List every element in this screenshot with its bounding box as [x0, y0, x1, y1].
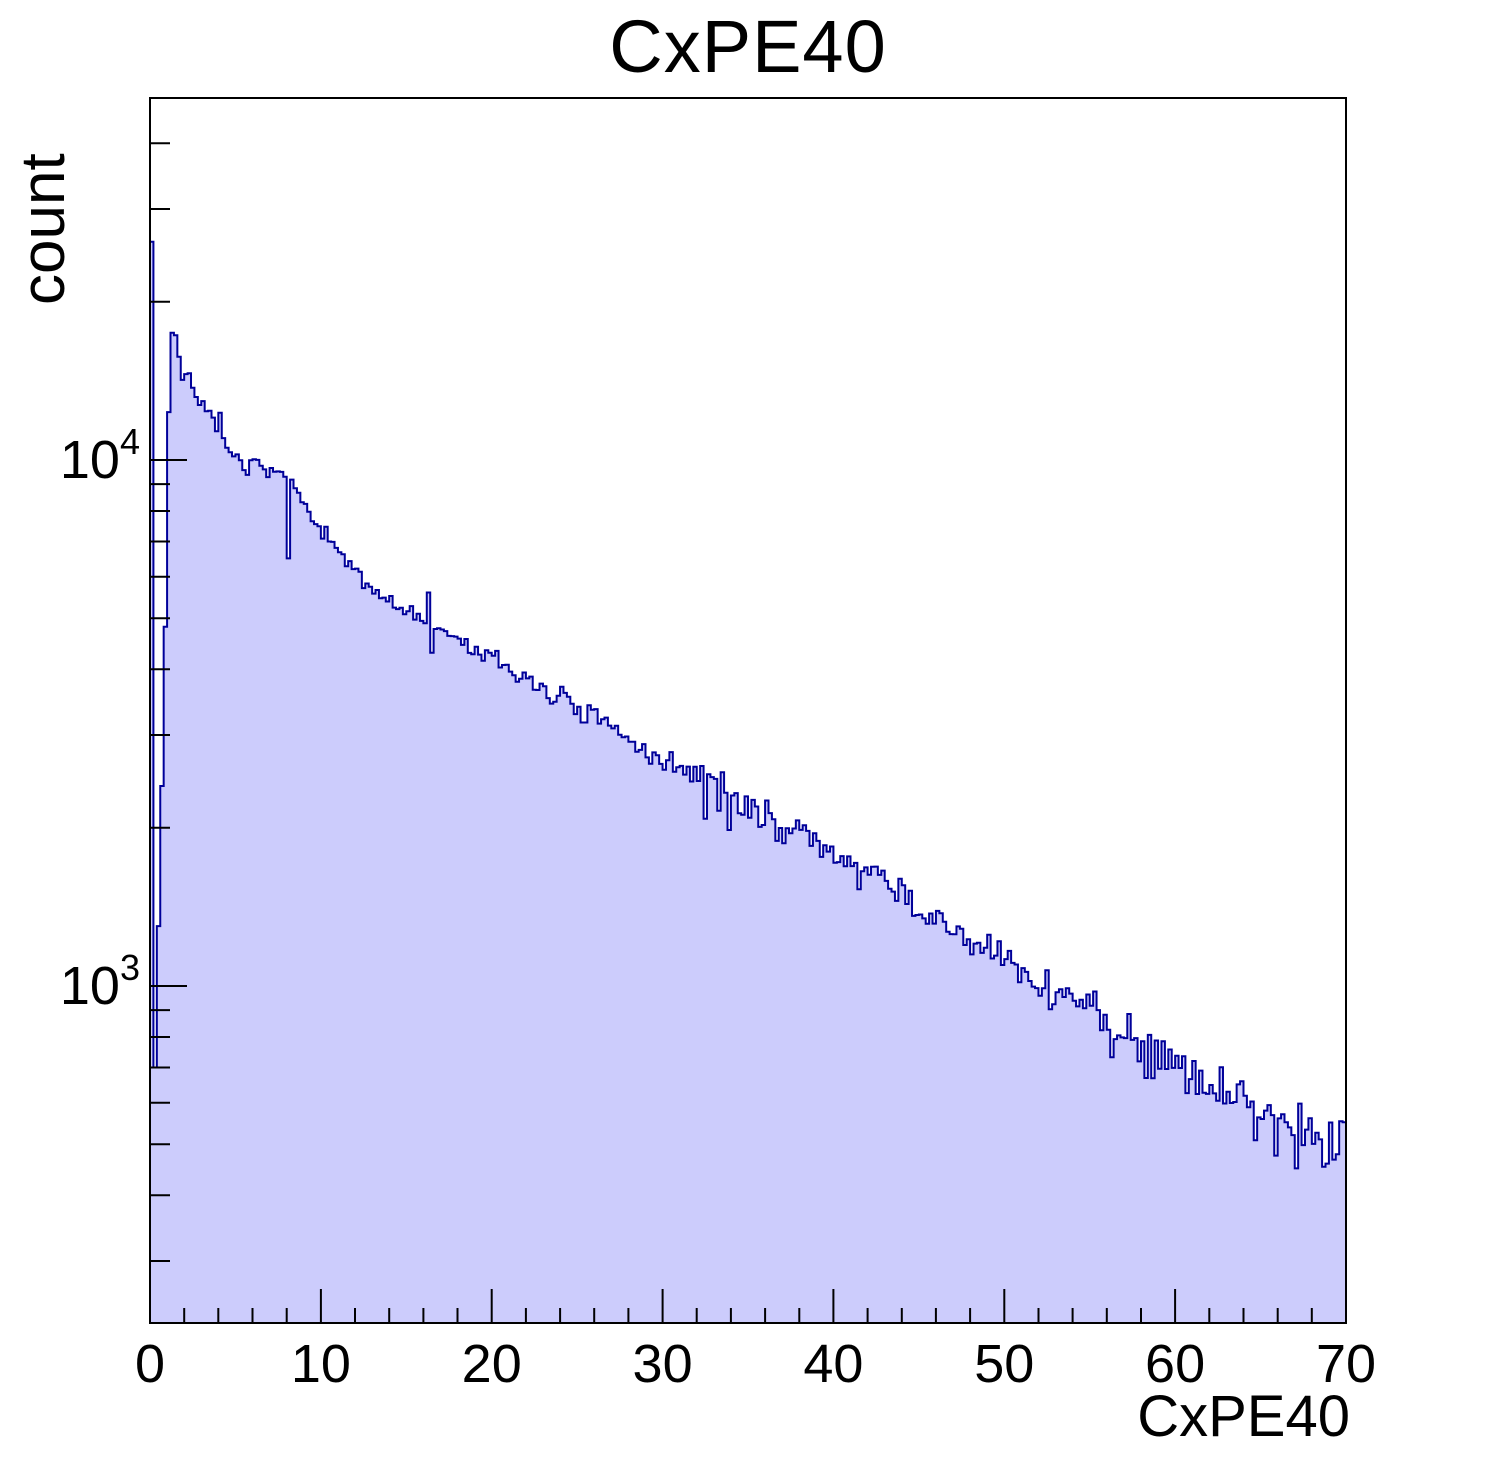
x-tick-label: 0 — [135, 1334, 165, 1394]
x-tick-label: 30 — [633, 1334, 693, 1394]
x-axis-title: CxPE40 — [1137, 1384, 1350, 1449]
y-axis-title: count — [9, 153, 78, 305]
y-tick-label: 104 — [60, 421, 140, 490]
plot-frame — [149, 97, 1347, 1324]
x-tick-label: 20 — [462, 1334, 522, 1394]
histogram-series — [149, 240, 1347, 1324]
x-tick-label: 60 — [1145, 1334, 1205, 1394]
x-tick-label: 40 — [803, 1334, 863, 1394]
x-tick-label: 10 — [291, 1334, 351, 1394]
y-tick-label: 103 — [60, 947, 140, 1016]
chart-title: CxPE40 — [609, 5, 887, 88]
x-tick-label: 50 — [974, 1334, 1034, 1394]
x-tick-label: 70 — [1316, 1334, 1376, 1394]
